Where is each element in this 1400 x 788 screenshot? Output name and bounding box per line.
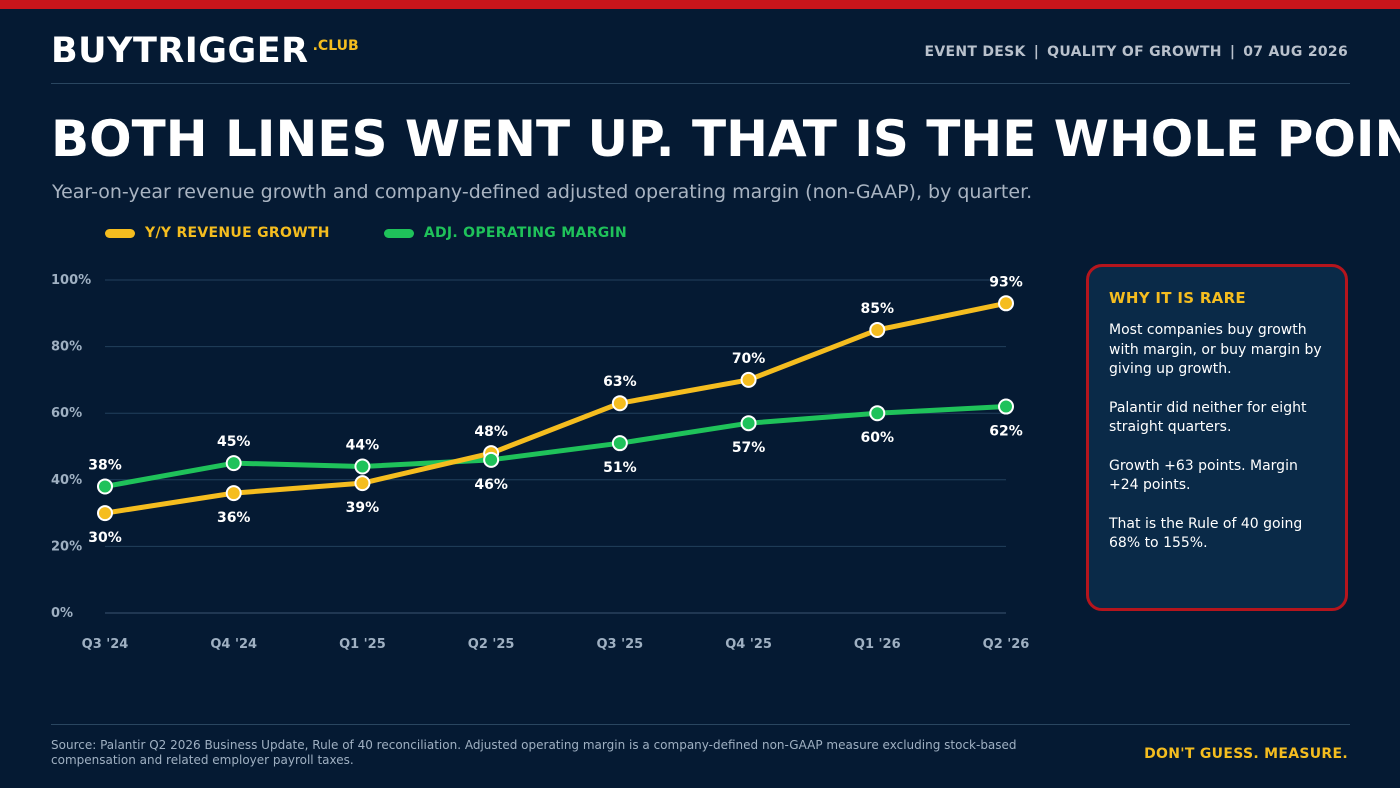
revenue-data-label: 63% (603, 374, 637, 390)
legend-item-margin: ADJ. OPERATING MARGIN (383, 225, 628, 241)
margin-data-point (611, 435, 628, 452)
margin-data-label: 46% (474, 477, 508, 493)
legend-label-revenue: Y/Y REVENUE GROWTH (145, 225, 330, 241)
header-meta: EVENT DESK | QUALITY OF GROWTH | 07 AUG 2026 (924, 44, 1348, 60)
revenue-data-point (611, 395, 628, 412)
meta-section: QUALITY OF GROWTH (1047, 44, 1222, 60)
revenue-data-label: 93% (989, 274, 1023, 290)
footer-tagline: DON'T GUESS. MEASURE. (1144, 746, 1348, 762)
legend-swatch-margin (383, 228, 414, 238)
margin-data-point (869, 405, 886, 422)
meta-date: 07 AUG 2026 (1243, 44, 1348, 60)
margin-data-point (483, 451, 500, 468)
x-tick-label: Q4 '24 (210, 637, 257, 652)
x-tick-label: Q3 '25 (597, 637, 644, 652)
x-tick-label: Q1 '26 (854, 637, 901, 652)
callout-paragraph: Palantir did neither for eight straight … (1109, 399, 1307, 436)
header-divider (51, 83, 1350, 84)
revenue-data-label: 36% (217, 510, 251, 526)
x-tick-label: Q2 '26 (983, 637, 1030, 652)
revenue-data-label: 70% (732, 351, 766, 367)
footer-source: Source: Palantir Q2 2026 Business Update… (51, 738, 1017, 767)
legend-label-margin: ADJ. OPERATING MARGIN (423, 225, 628, 241)
revenue-data-point (225, 485, 242, 502)
revenue-data-point (869, 321, 886, 338)
legend-swatch-revenue (105, 228, 135, 238)
margin-data-point (740, 415, 757, 432)
margin-data-point (354, 458, 371, 475)
revenue-data-label: 48% (474, 424, 508, 440)
margin-data-label: 51% (603, 460, 637, 476)
y-tick-label: 20% (51, 539, 82, 554)
revenue-data-point (354, 475, 371, 492)
x-tick-label: Q1 '25 (339, 637, 386, 652)
callout-paragraph: That is the Rule of 40 going 68% to 155%… (1109, 515, 1303, 552)
y-tick-label: 60% (51, 406, 82, 421)
brand-name: BUYTRIGGER (51, 31, 309, 71)
revenue-data-point (97, 505, 113, 522)
revenue-data-label: 39% (346, 500, 380, 516)
revenue-data-label: 30% (88, 530, 122, 546)
brand-tld: .CLUB (312, 38, 359, 54)
revenue-data-point (740, 371, 757, 388)
callout-title: WHY IT IS RARE (1109, 289, 1246, 307)
y-tick-label: 100% (51, 273, 91, 288)
revenue-growth-line (102, 300, 1009, 516)
callout-paragraph: Growth +63 points. Margin +24 points. (1109, 457, 1298, 494)
meta-desk: EVENT DESK (924, 44, 1026, 60)
meta-separator: | (1229, 44, 1236, 60)
margin-data-label: 57% (732, 440, 766, 456)
y-tick-label: 80% (51, 340, 82, 355)
margin-data-point (998, 398, 1014, 415)
margin-data-label: 60% (861, 430, 895, 446)
revenue-data-point (998, 295, 1014, 312)
margin-data-label: 44% (346, 437, 380, 453)
chart-legend: Y/Y REVENUE GROWTH ADJ. OPERATING MARGIN (105, 225, 681, 241)
margin-data-point (225, 455, 242, 472)
operating-margin-line (102, 404, 1009, 489)
y-tick-label: 40% (51, 473, 82, 488)
top-accent-bar (0, 0, 1400, 9)
why-rare-callout: WHY IT IS RARE Most companies buy growth… (1086, 264, 1348, 611)
callout-paragraph: Most companies buy growth with margin, o… (1109, 322, 1322, 377)
footer-divider (51, 724, 1350, 725)
revenue-data-label: 85% (861, 301, 895, 317)
meta-separator: | (1033, 44, 1040, 60)
margin-data-label: 62% (989, 424, 1023, 440)
margin-data-label: 45% (217, 434, 251, 450)
x-tick-label: Q3 '24 (82, 637, 129, 652)
margin-data-point (97, 478, 113, 495)
margin-data-label: 38% (88, 457, 122, 473)
page-headline: BOTH LINES WENT UP. THAT IS THE WHOLE PO… (51, 110, 1400, 168)
brand-logo[interactable]: BUYTRIGGER .CLUB (51, 30, 359, 72)
x-tick-label: Q4 '25 (725, 637, 772, 652)
page-subtitle: Year-on-year revenue growth and company-… (52, 181, 1033, 203)
legend-item-revenue: Y/Y REVENUE GROWTH (105, 225, 330, 241)
y-tick-label: 0% (51, 606, 73, 621)
x-tick-label: Q2 '25 (468, 637, 515, 652)
